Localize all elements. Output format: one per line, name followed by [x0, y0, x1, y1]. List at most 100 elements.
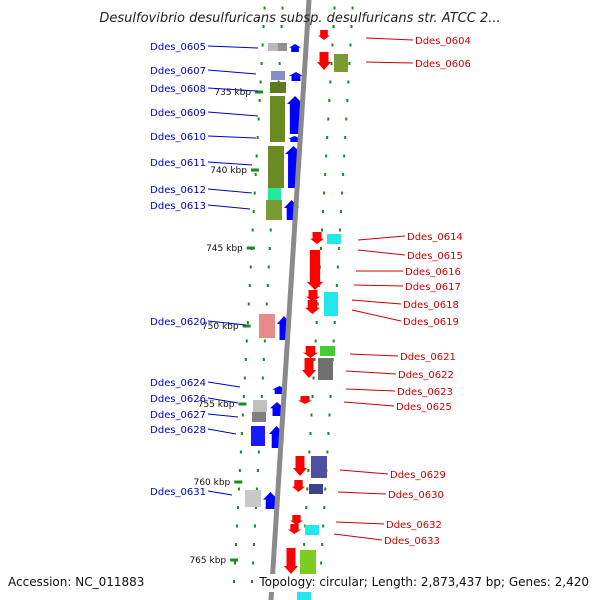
track-dot [322, 524, 325, 528]
gene-label-forward: Ddes_0621 [400, 352, 456, 363]
cds-block [305, 525, 319, 535]
track-dot [248, 284, 251, 287]
track-dot [319, 247, 322, 250]
forward-gene-arrow [284, 548, 298, 574]
track-dot [342, 173, 345, 176]
track-dot [241, 413, 244, 417]
track-dot [332, 25, 335, 28]
accession-text: Accession: NC_011883 [8, 575, 144, 589]
gene-label-forward: Ddes_0606 [415, 59, 471, 70]
track-dot [267, 265, 270, 269]
leader-line [351, 309, 402, 322]
track-dot [329, 395, 332, 398]
cds-block [252, 412, 266, 422]
track-dot [263, 6, 266, 10]
leader-line [207, 204, 251, 210]
cds-block [253, 400, 267, 412]
tick-mark [242, 324, 251, 328]
track-dot [347, 80, 350, 84]
forward-gene-arrow [306, 290, 320, 302]
track-dot [260, 395, 263, 398]
leader-line [333, 533, 383, 541]
track-dot [258, 99, 261, 102]
leader-line [337, 491, 387, 495]
forward-gene-arrow [303, 346, 318, 358]
track-dot [281, 6, 284, 10]
cds-block [297, 592, 311, 600]
track-dot [261, 376, 264, 380]
track-dot [259, 80, 262, 84]
gene-label-forward: Ddes_0623 [397, 387, 453, 398]
leader-line [207, 69, 257, 75]
cds-block [270, 136, 285, 142]
leader-line [351, 299, 402, 305]
cds-block [320, 346, 335, 356]
gene-label-reverse: Ddes_0631 [150, 487, 206, 498]
leader-line [349, 353, 399, 357]
track-dot [256, 136, 259, 139]
leader-line [207, 490, 233, 496]
track-dot [257, 117, 260, 121]
track-dot [346, 99, 349, 102]
track-dot [257, 450, 260, 454]
leader-line [207, 413, 239, 418]
leader-line [207, 188, 253, 194]
track-dot [323, 191, 326, 195]
track-dot [312, 376, 315, 380]
gene-label-forward: Ddes_0633 [384, 536, 440, 547]
track-dot [303, 543, 306, 546]
leader-line [207, 428, 237, 435]
forward-gene-arrow [310, 232, 324, 244]
track-dot [323, 506, 326, 509]
track-dot [311, 395, 314, 398]
gene-label-forward: Ddes_0615 [407, 251, 463, 262]
track-dot [254, 506, 257, 509]
forward-gene-arrow [298, 396, 312, 404]
track-dot [343, 154, 346, 158]
track-dot [305, 506, 308, 509]
track-dot [306, 487, 309, 491]
track-dot [324, 173, 327, 176]
leader-line [207, 45, 259, 49]
track-dot [326, 136, 329, 139]
track-dot [255, 487, 258, 491]
map-title: Desulfovibrio desulfuricans subsp. desul… [99, 11, 500, 26]
track-dot [349, 43, 352, 47]
cds-block [268, 188, 281, 200]
cds-block [259, 314, 275, 338]
leader-line [207, 320, 247, 326]
forward-gene-arrow [317, 52, 331, 70]
gene-label-forward: Ddes_0622 [398, 370, 454, 381]
track-dot [313, 358, 316, 361]
track-dot [341, 191, 344, 195]
track-dot [246, 321, 249, 324]
track-dot [252, 543, 255, 546]
track-dot [250, 580, 253, 583]
track-dot [327, 432, 330, 435]
track-dot [261, 43, 264, 47]
cds-block [311, 456, 327, 478]
track-dot [322, 210, 325, 213]
forward-gene-arrow [305, 300, 320, 314]
forward-gene-arrow [288, 524, 301, 534]
leader-line [357, 249, 406, 256]
gene-label-reverse: Ddes_0612 [150, 185, 206, 196]
track-dot [333, 6, 336, 10]
track-dot [262, 358, 265, 361]
cds-block [327, 234, 341, 244]
track-dot [332, 339, 335, 343]
leader-line [345, 388, 396, 392]
gene-label-forward: Ddes_0629 [390, 470, 446, 481]
track-dot [307, 469, 310, 472]
track-dot [320, 561, 323, 565]
track-dot [321, 543, 324, 546]
track-dot [251, 228, 254, 232]
gene-label-reverse: Ddes_0620 [150, 317, 206, 328]
track-dot [256, 469, 259, 472]
forward-gene-arrow [293, 456, 307, 476]
gene-label-reverse: Ddes_0608 [150, 84, 206, 95]
track-dot [240, 432, 243, 435]
gene-label-forward: Ddes_0614 [407, 232, 463, 243]
gene-features [245, 30, 348, 600]
